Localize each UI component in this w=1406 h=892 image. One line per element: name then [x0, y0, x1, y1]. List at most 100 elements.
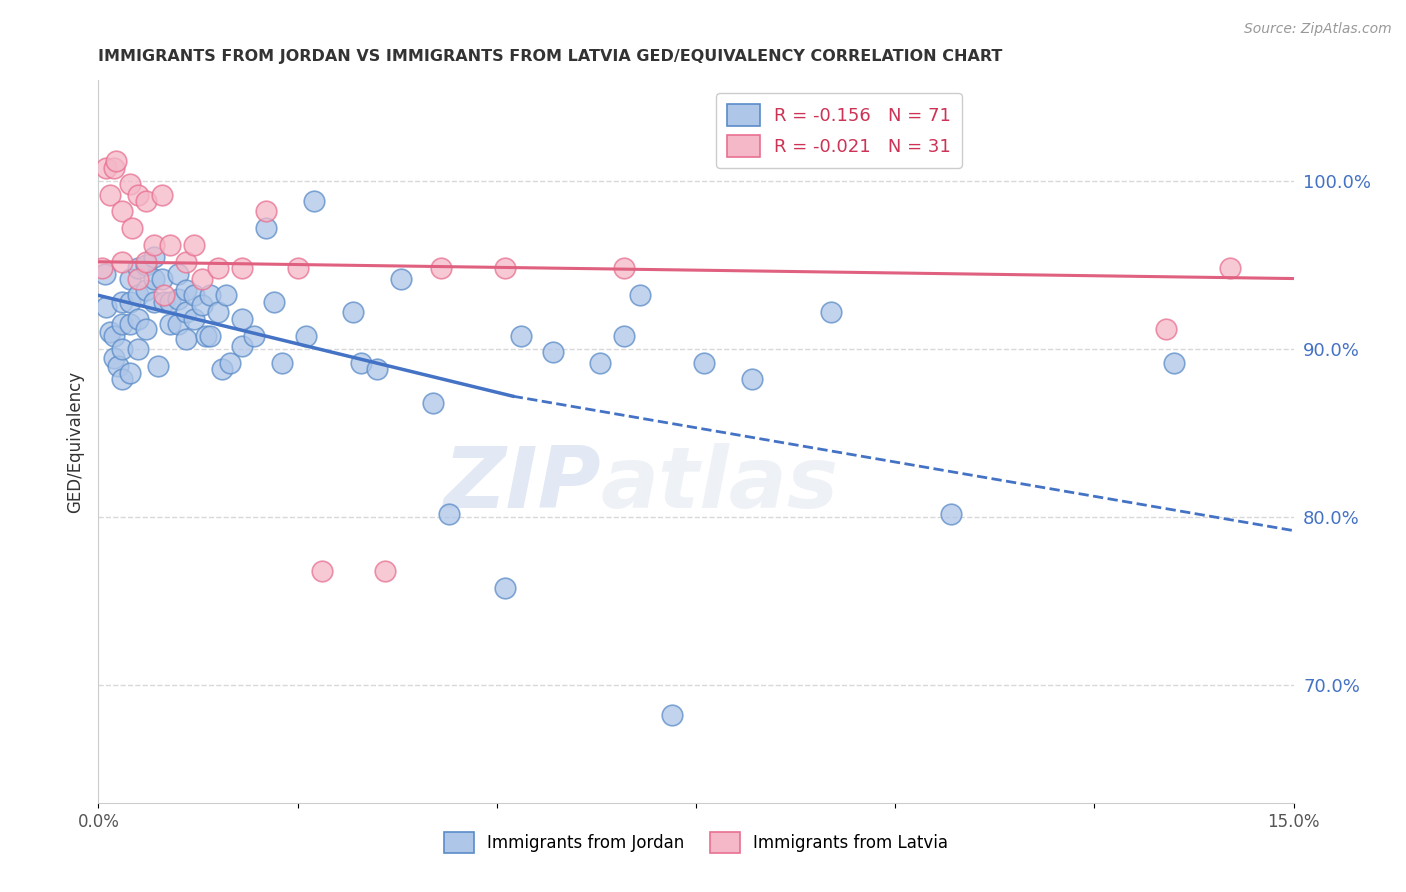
Point — [198, 328, 221, 343]
Point — [613, 328, 636, 343]
Point — [174, 332, 197, 346]
Point — [135, 322, 157, 336]
Point — [167, 292, 190, 306]
Point — [91, 261, 114, 276]
Point — [628, 288, 651, 302]
Point — [207, 305, 229, 319]
Point — [254, 221, 277, 235]
Point — [342, 305, 364, 319]
Point — [939, 507, 962, 521]
Point — [150, 271, 173, 285]
Point — [1219, 261, 1241, 276]
Point — [215, 288, 238, 302]
Point — [195, 328, 218, 343]
Point — [159, 238, 181, 252]
Point — [174, 254, 197, 268]
Point — [127, 187, 149, 202]
Point — [219, 355, 242, 369]
Point — [191, 298, 214, 312]
Point — [437, 507, 460, 521]
Point — [541, 345, 564, 359]
Point — [96, 161, 118, 175]
Point — [143, 250, 166, 264]
Point — [820, 305, 842, 319]
Y-axis label: GED/Equivalency: GED/Equivalency — [66, 370, 84, 513]
Point — [143, 295, 166, 310]
Point — [127, 342, 149, 356]
Point — [135, 258, 157, 272]
Point — [120, 271, 142, 285]
Point — [135, 283, 157, 297]
Point — [263, 295, 285, 310]
Point — [135, 254, 157, 268]
Point — [127, 271, 149, 285]
Text: IMMIGRANTS FROM JORDAN VS IMMIGRANTS FROM LATVIA GED/EQUIVALENCY CORRELATION CHA: IMMIGRANTS FROM JORDAN VS IMMIGRANTS FRO… — [98, 49, 1002, 64]
Point — [430, 261, 453, 276]
Text: atlas: atlas — [600, 443, 838, 526]
Point — [243, 328, 266, 343]
Point — [148, 359, 170, 373]
Point — [231, 261, 253, 276]
Point — [104, 153, 127, 168]
Point — [207, 261, 229, 276]
Point — [693, 355, 716, 369]
Point — [98, 187, 122, 202]
Point — [509, 328, 531, 343]
Point — [135, 194, 157, 209]
Point — [231, 339, 253, 353]
Point — [494, 261, 516, 276]
Point — [231, 311, 253, 326]
Point — [152, 288, 174, 302]
Point — [589, 355, 612, 369]
Point — [143, 238, 166, 252]
Point — [174, 305, 197, 319]
Point — [294, 328, 316, 343]
Point — [1163, 355, 1185, 369]
Point — [152, 295, 174, 310]
Point — [350, 355, 373, 369]
Point — [98, 326, 122, 340]
Point — [422, 396, 444, 410]
Point — [143, 271, 166, 285]
Point — [661, 708, 683, 723]
Point — [103, 161, 125, 175]
Point — [111, 372, 134, 386]
Point — [120, 317, 142, 331]
Point — [111, 342, 134, 356]
Point — [183, 311, 205, 326]
Point — [111, 254, 134, 268]
Point — [741, 372, 763, 386]
Point — [211, 362, 233, 376]
Point — [311, 564, 333, 578]
Point — [103, 351, 125, 365]
Point — [159, 317, 181, 331]
Point — [121, 221, 143, 235]
Point — [183, 288, 205, 302]
Point — [374, 564, 396, 578]
Point — [167, 317, 190, 331]
Point — [302, 194, 325, 209]
Point — [111, 317, 134, 331]
Point — [103, 328, 125, 343]
Point — [191, 271, 214, 285]
Text: Source: ZipAtlas.com: Source: ZipAtlas.com — [1244, 22, 1392, 37]
Point — [254, 204, 277, 219]
Point — [120, 366, 142, 380]
Point — [198, 288, 221, 302]
Point — [494, 581, 516, 595]
Point — [174, 283, 197, 297]
Point — [159, 295, 181, 310]
Point — [366, 362, 388, 376]
Point — [270, 355, 292, 369]
Point — [120, 178, 142, 192]
Point — [613, 261, 636, 276]
Text: ZIP: ZIP — [443, 443, 600, 526]
Point — [150, 187, 173, 202]
Legend: Immigrants from Jordan, Immigrants from Latvia: Immigrants from Jordan, Immigrants from … — [437, 826, 955, 860]
Point — [96, 300, 118, 314]
Point — [120, 295, 142, 310]
Point — [183, 238, 205, 252]
Point — [111, 204, 134, 219]
Point — [127, 288, 149, 302]
Point — [127, 311, 149, 326]
